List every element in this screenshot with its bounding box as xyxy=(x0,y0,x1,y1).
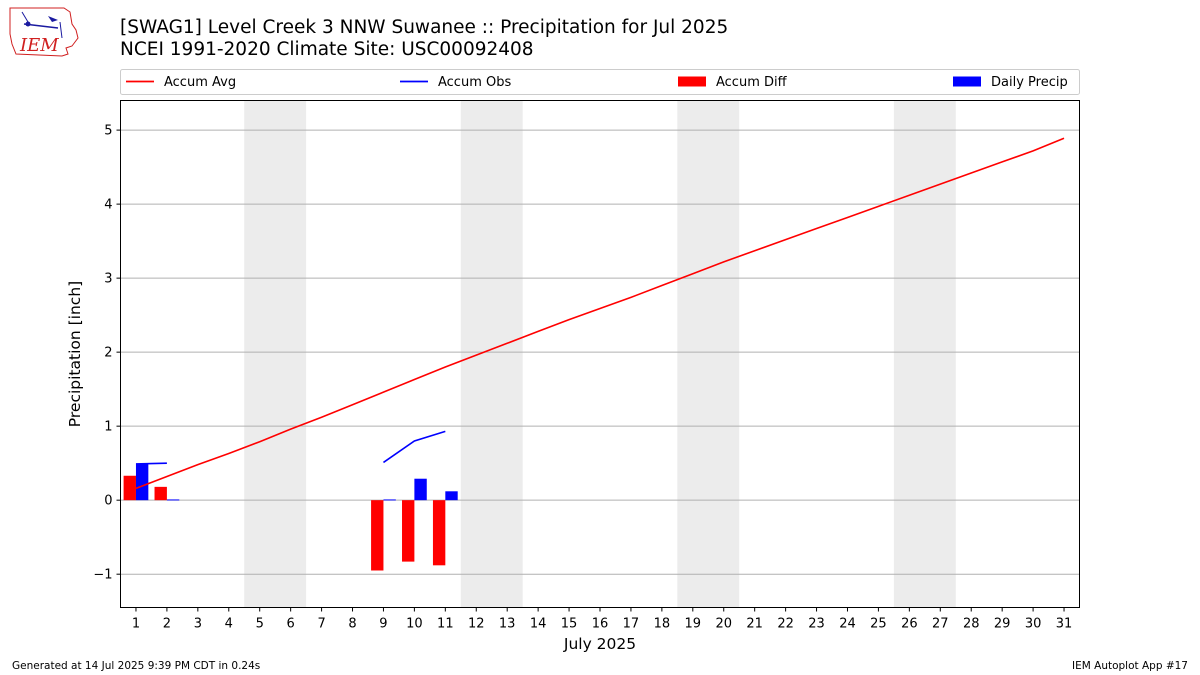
x-tick-label: 22 xyxy=(777,617,794,632)
x-tick-label: 9 xyxy=(379,617,387,632)
x-tick-label: 21 xyxy=(746,617,763,632)
x-tick-label: 7 xyxy=(317,617,325,632)
logo-text: IEM xyxy=(19,35,59,56)
y-tick-label: 4 xyxy=(104,198,112,213)
x-tick-label: 8 xyxy=(348,617,356,632)
x-tick-label: 12 xyxy=(468,617,485,632)
x-tick-label: 29 xyxy=(994,617,1011,632)
legend-label: Accum Diff xyxy=(716,75,788,90)
x-tick-label: 5 xyxy=(256,617,264,632)
x-tick-label: 30 xyxy=(1025,617,1042,632)
x-tick-label: 13 xyxy=(499,617,516,632)
grid-lines xyxy=(120,129,1080,575)
x-tick-label: 27 xyxy=(932,617,949,632)
daily-precip-bar xyxy=(445,491,458,501)
legend-swatch-bar xyxy=(678,76,706,87)
x-tick-label: 3 xyxy=(194,617,202,632)
weekend-shading xyxy=(244,100,956,608)
x-tick-label: 15 xyxy=(561,617,578,632)
x-tick-label: 18 xyxy=(654,617,671,632)
accum-obs-line xyxy=(382,430,446,464)
y-axis: −1 0 1 2 3 4 5 xyxy=(93,124,121,583)
daily-precip-bar xyxy=(166,499,180,501)
daily-precip-bar xyxy=(414,478,427,501)
y-tick-label: 0 xyxy=(104,494,112,509)
lines xyxy=(135,137,1065,490)
x-tick-label: 23 xyxy=(808,617,825,632)
legend: Accum Avg Accum Obs Accum Diff Daily Precip xyxy=(120,69,1080,95)
x-tick-label: 24 xyxy=(839,617,856,632)
legend-swatch-bar xyxy=(953,76,981,87)
accum-diff-bar xyxy=(154,486,167,501)
x-tick-label: 11 xyxy=(437,617,454,632)
daily-precip-bar xyxy=(383,499,396,501)
weekend-band xyxy=(244,100,307,608)
x-tick-label: 28 xyxy=(963,617,980,632)
accum-diff-bar xyxy=(402,500,415,562)
y-axis-title: Precipitation [inch] xyxy=(66,281,84,427)
y-tick-label: 3 xyxy=(104,272,112,287)
y-tick-label: 2 xyxy=(104,346,112,361)
x-tick-label: 20 xyxy=(715,617,732,632)
accum-diff-bar xyxy=(371,500,384,571)
x-axis: 1 2 3 4 5 6 7 8 9 10 11 12 13 14 15 16 17 18 19 20 21 22 23 24 2… xyxy=(132,607,1073,632)
legend-frame xyxy=(120,69,1080,95)
x-tick-label: 10 xyxy=(406,617,423,632)
x-axis-title: July 2025 xyxy=(563,635,636,653)
x-tick-label: 14 xyxy=(530,617,547,632)
legend-label: Accum Avg xyxy=(164,75,236,90)
accum-diff-bar xyxy=(123,475,136,501)
y-tick-label: 5 xyxy=(104,124,112,139)
x-tick-label: 26 xyxy=(901,617,918,632)
x-tick-label: 2 xyxy=(163,617,171,632)
legend-label: Daily Precip xyxy=(991,75,1068,90)
x-tick-label: 25 xyxy=(870,617,887,632)
weekend-band xyxy=(677,100,740,608)
chart-title: [SWAG1] Level Creek 3 NNW Suwanee :: Pre… xyxy=(120,17,729,38)
generated-note: Generated at 14 Jul 2025 9:39 PM CDT in … xyxy=(12,660,261,672)
legend-label: Accum Obs xyxy=(438,75,511,90)
weekend-band xyxy=(893,100,956,608)
accum-diff-bar xyxy=(432,500,446,566)
y-tick-label: 1 xyxy=(104,420,112,435)
x-tick-label: 6 xyxy=(287,617,295,632)
weekend-band xyxy=(460,100,523,608)
app-credit: IEM Autoplot App #17 xyxy=(1072,660,1188,672)
x-tick-label: 4 xyxy=(225,617,233,632)
daily-precip-bar xyxy=(135,463,149,501)
bars xyxy=(123,463,458,571)
x-tick-label: 1 xyxy=(132,617,140,632)
chart-subtitle: NCEI 1991-2020 Climate Site: USC00092408 xyxy=(120,39,534,60)
iem-logo: IEM xyxy=(9,7,79,57)
x-tick-label: 19 xyxy=(685,617,702,632)
x-tick-label: 17 xyxy=(623,617,640,632)
accum-avg-line xyxy=(135,137,1065,490)
y-tick-label: −1 xyxy=(93,568,112,583)
accum-obs-line xyxy=(135,462,167,465)
x-tick-label: 16 xyxy=(592,617,609,632)
x-tick-label: 31 xyxy=(1056,617,1073,632)
